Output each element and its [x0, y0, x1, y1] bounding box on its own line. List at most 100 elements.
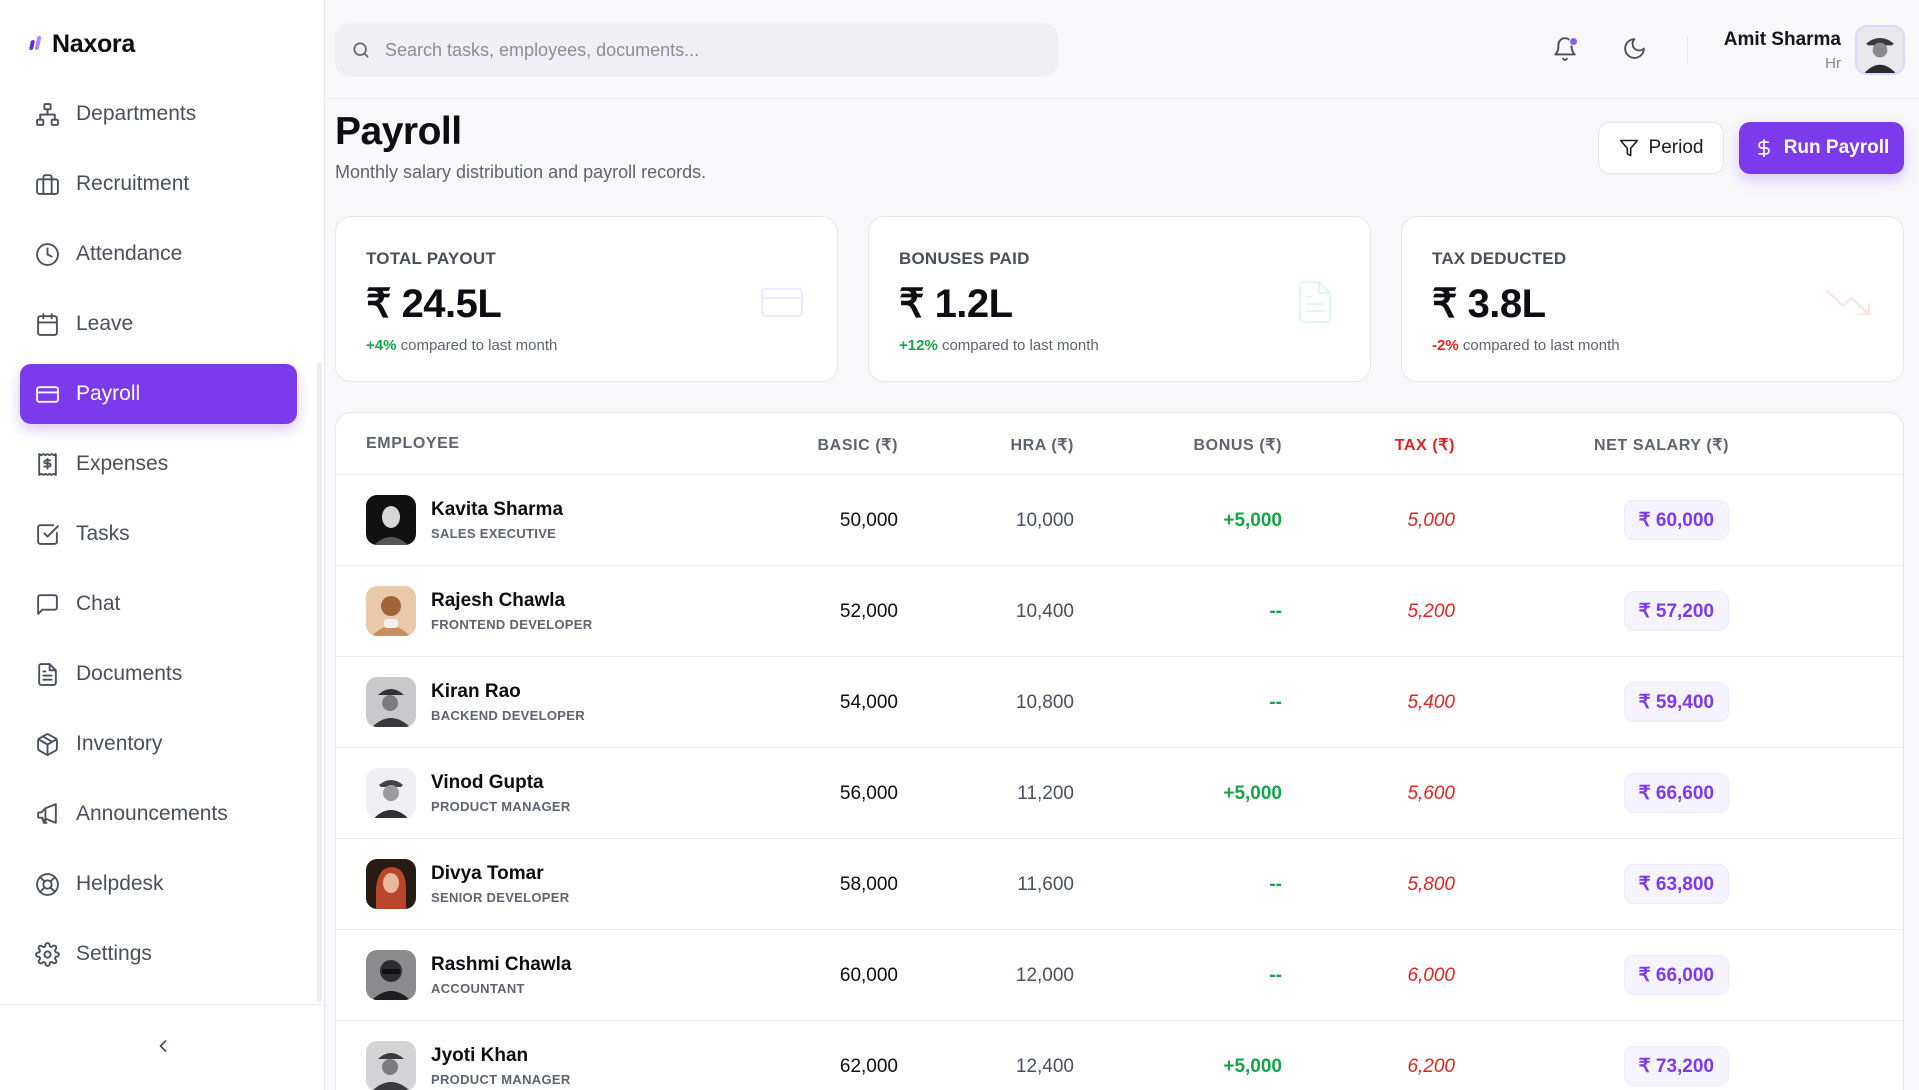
sidebar-item-chat[interactable]: Chat: [20, 574, 297, 634]
sidebar-item-announcements[interactable]: Announcements: [20, 784, 297, 844]
employee-cell: Divya Tomar SENIOR DEVELOPER: [366, 859, 569, 909]
hra-cell: 12,400: [1015, 1056, 1074, 1077]
checkbox-icon: [37, 523, 59, 545]
sidebar: Naxora Departments Recruitment Attendanc…: [0, 0, 325, 1090]
sidebar-item-payroll[interactable]: Payroll: [20, 364, 297, 424]
col-bonus[interactable]: BONUS (₹): [1193, 437, 1282, 454]
sidebar-item-label: Documents: [76, 662, 183, 685]
table-row[interactable]: Vinod Gupta PRODUCT MANAGER 56,000 11,20…: [336, 748, 1903, 839]
sidebar-item-expenses[interactable]: Expenses: [20, 434, 297, 494]
sidebar-item-documents[interactable]: Documents: [20, 644, 297, 704]
sidebar-item-label: Helpdesk: [76, 872, 164, 895]
employee-name: Rajesh Chawla: [431, 590, 566, 611]
user-info: Amit Sharma Hr: [1724, 29, 1841, 72]
stat-delta-value: +4%: [366, 337, 397, 354]
avatar-image: [366, 768, 416, 818]
avatar: [366, 1041, 416, 1090]
hra-cell: 11,600: [1017, 874, 1074, 895]
sidebar-item-helpdesk[interactable]: Helpdesk: [20, 854, 297, 914]
col-employee[interactable]: EMPLOYEE: [366, 435, 460, 452]
sitemap-icon: [36, 102, 59, 126]
sidebar-item-leave[interactable]: Leave: [20, 294, 297, 354]
document-icon: [1290, 277, 1340, 327]
stat-card-bonuses-paid: BONUSES PAID ₹ 1.2L +12% compared to las…: [868, 216, 1371, 382]
table-row[interactable]: Kiran Rao BACKEND DEVELOPER 54,000 10,80…: [336, 657, 1903, 748]
tax-cell: 5,400: [1407, 692, 1455, 713]
table-row[interactable]: Kavita Sharma SALES EXECUTIVE 50,000 10,…: [336, 475, 1903, 566]
employee-role: BACKEND DEVELOPER: [431, 708, 585, 723]
avatar-image: [366, 677, 416, 727]
sidebar-item-label: Departments: [76, 102, 197, 125]
bonus-cell: --: [1269, 965, 1282, 986]
col-hra[interactable]: HRA (₹): [1010, 437, 1074, 454]
sidebar-item-label: Leave: [76, 312, 134, 335]
notifications-button[interactable]: [1552, 36, 1580, 64]
employee-cell: Rashmi Chawla ACCOUNTANT: [366, 950, 571, 1000]
table-row[interactable]: Rajesh Chawla FRONTEND DEVELOPER 52,000 …: [336, 566, 1903, 657]
run-payroll-button[interactable]: Run Payroll: [1739, 122, 1904, 174]
sidebar-item-label: Settings: [76, 942, 152, 965]
topbar: Amit Sharma Hr: [325, 0, 1919, 99]
document-icon: [38, 662, 57, 686]
stat-delta: +12% compared to last month: [899, 337, 1370, 354]
payroll-table: EMPLOYEE BASIC (₹) HRA (₹) BONUS (₹) TAX…: [335, 412, 1904, 1090]
bonus-cell: +5,000: [1223, 783, 1282, 804]
stat-value: ₹ 24.5L: [366, 282, 502, 326]
tax-cell: 5,200: [1407, 601, 1455, 622]
collapse-sidebar-button[interactable]: [150, 1033, 176, 1059]
avatar-image: [366, 950, 416, 1000]
search-input[interactable]: [385, 39, 1005, 61]
table-row[interactable]: Rashmi Chawla ACCOUNTANT 60,000 12,000 -…: [336, 930, 1903, 1021]
employee-name: Kavita Sharma: [431, 499, 564, 520]
net-salary-badge: ₹ 60,000: [1623, 500, 1729, 540]
sidebar-item-attendance[interactable]: Attendance: [20, 224, 297, 284]
sidebar-nav: Departments Recruitment Attendance Leave…: [20, 84, 297, 994]
brand[interactable]: Naxora: [30, 30, 135, 59]
avatar-image: [366, 586, 416, 636]
col-basic[interactable]: BASIC (₹): [817, 437, 898, 454]
avatar-image: [366, 1041, 416, 1090]
bell-icon: [1554, 37, 1576, 61]
user-menu[interactable]: Amit Sharma Hr: [1724, 25, 1905, 75]
net-salary-badge: ₹ 59,400: [1623, 682, 1729, 722]
bonus-cell: +5,000: [1223, 510, 1282, 531]
avatar: [366, 495, 416, 545]
tax-cell: 6,000: [1407, 965, 1455, 986]
tax-cell: 5,000: [1407, 510, 1455, 531]
theme-toggle-button[interactable]: [1622, 36, 1650, 64]
employee-name: Kiran Rao: [431, 681, 521, 702]
avatar: [366, 950, 416, 1000]
employee-role: SENIOR DEVELOPER: [431, 890, 570, 905]
chat-icon: [37, 593, 58, 615]
bonus-cell: --: [1269, 601, 1282, 622]
employee-info: Rajesh Chawla FRONTEND DEVELOPER: [431, 590, 592, 632]
search-box[interactable]: [335, 23, 1058, 77]
stat-delta-text: compared to last month: [1458, 337, 1620, 354]
basic-cell: 62,000: [839, 1056, 898, 1077]
briefcase-icon: [36, 173, 59, 195]
stat-delta: -2% compared to last month: [1432, 337, 1903, 354]
page-title: Payroll: [335, 110, 462, 153]
employee-cell: Jyoti Khan PRODUCT MANAGER: [366, 1041, 571, 1090]
table-row[interactable]: Divya Tomar SENIOR DEVELOPER 58,000 11,6…: [336, 839, 1903, 930]
sidebar-item-tasks[interactable]: Tasks: [20, 504, 297, 564]
avatar: [366, 677, 416, 727]
basic-cell: 56,000: [839, 783, 898, 804]
avatar[interactable]: [1855, 25, 1905, 75]
sidebar-item-inventory[interactable]: Inventory: [20, 714, 297, 774]
clock-icon: [36, 242, 59, 266]
col-tax[interactable]: TAX (₹): [1394, 437, 1455, 454]
sidebar-item-settings[interactable]: Settings: [20, 924, 297, 984]
stat-delta-text: compared to last month: [937, 337, 1099, 354]
chevron-left-icon: [159, 1040, 167, 1052]
employee-role: SALES EXECUTIVE: [431, 526, 557, 541]
period-filter-button[interactable]: Period: [1598, 122, 1724, 174]
sidebar-scrollbar[interactable]: [317, 362, 322, 1002]
table-row[interactable]: Jyoti Khan PRODUCT MANAGER 62,000 12,400…: [336, 1021, 1903, 1090]
net-salary-badge: ₹ 66,000: [1623, 955, 1729, 995]
sidebar-item-departments[interactable]: Departments: [20, 84, 297, 144]
col-net-salary[interactable]: NET SALARY (₹): [1593, 437, 1729, 454]
sidebar-item-recruitment[interactable]: Recruitment: [20, 154, 297, 214]
basic-cell: 52,000: [839, 601, 898, 622]
net-salary-badge: ₹ 66,600: [1623, 773, 1729, 813]
